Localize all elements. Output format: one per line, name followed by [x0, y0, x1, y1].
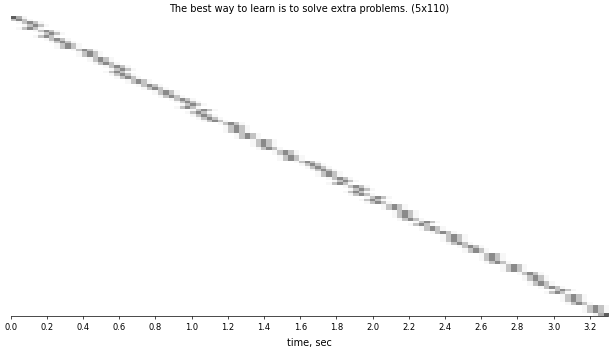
Title: The best way to learn is to solve extra problems. (5x110): The best way to learn is to solve extra … — [170, 4, 449, 14]
X-axis label: time, sec: time, sec — [287, 338, 332, 348]
